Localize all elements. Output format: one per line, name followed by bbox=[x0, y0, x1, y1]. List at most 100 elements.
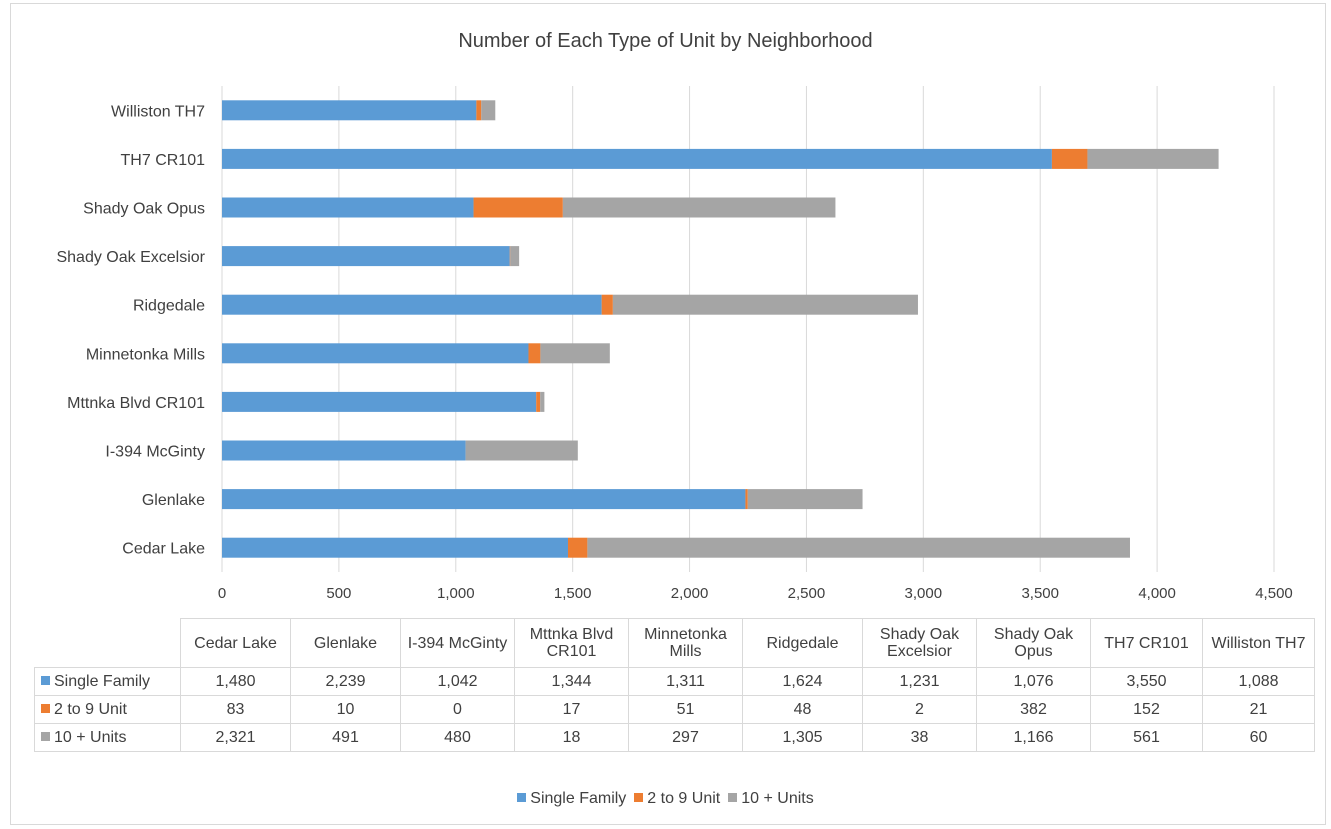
x-tick-label: 0 bbox=[218, 585, 226, 600]
table-cell: 2,239 bbox=[290, 667, 401, 696]
legend-swatch bbox=[517, 793, 527, 802]
category-label: Glenlake bbox=[142, 492, 205, 509]
bar bbox=[528, 343, 541, 364]
table-cell: 2,321 bbox=[180, 723, 291, 752]
legend-label: 10 + Units bbox=[741, 790, 814, 807]
category-label: I-394 McGinty bbox=[105, 444, 205, 461]
table-column-header: Shady Oak Opus bbox=[976, 618, 1091, 668]
legend-key bbox=[41, 732, 50, 741]
table-row: Single Family 1,480 2,239 1,042 1,344 1,311 1,… bbox=[34, 667, 1315, 696]
x-tick-label: 3,500 bbox=[1021, 585, 1059, 600]
series-name-text: Single Family bbox=[54, 673, 151, 690]
table-cell: 1,311 bbox=[628, 667, 743, 696]
table-cell: 382 bbox=[976, 695, 1091, 724]
legend-key bbox=[41, 676, 50, 685]
table-cell: 1,166 bbox=[976, 723, 1091, 752]
table-column-header: Williston TH7 bbox=[1202, 618, 1315, 668]
table-series-name: 10 + Units bbox=[34, 723, 181, 752]
bar bbox=[476, 100, 482, 121]
table-cell: 1,480 bbox=[180, 667, 291, 696]
bar bbox=[509, 246, 511, 267]
x-tick-label: 2,500 bbox=[788, 585, 826, 600]
table-series-name: Single Family bbox=[34, 667, 181, 696]
table-cell: 480 bbox=[400, 723, 515, 752]
bar bbox=[222, 343, 529, 364]
table-column-header: TH7 CR101 bbox=[1090, 618, 1203, 668]
bar bbox=[1051, 148, 1088, 169]
bar bbox=[540, 343, 610, 364]
table-cell: 1,076 bbox=[976, 667, 1091, 696]
table-cell: 1,624 bbox=[742, 667, 863, 696]
table-cell: 1,231 bbox=[862, 667, 977, 696]
table-cell: 18 bbox=[514, 723, 629, 752]
table-cell: 1,088 bbox=[1202, 667, 1315, 696]
bar bbox=[222, 246, 510, 267]
bar bbox=[222, 294, 602, 315]
table-row: 10 + Units 2,321 491 480 18 297 1,305 38 1,166 56… bbox=[34, 723, 1315, 752]
bar bbox=[465, 440, 578, 461]
bar bbox=[747, 489, 863, 510]
table-cell: 60 bbox=[1202, 723, 1315, 752]
table-cell: 10 bbox=[290, 695, 401, 724]
table-corner bbox=[34, 618, 181, 668]
x-tick-label: 500 bbox=[326, 585, 351, 600]
table-header-row: Cedar Lake Glenlake I-394 McGinty Mttnka Bl… bbox=[34, 618, 1315, 668]
table-cell: 51 bbox=[628, 695, 743, 724]
category-label: Shady Oak Opus bbox=[83, 201, 205, 218]
x-tick-label: 2,000 bbox=[671, 585, 709, 600]
bar bbox=[567, 537, 588, 558]
bar bbox=[222, 100, 477, 121]
table-cell: 152 bbox=[1090, 695, 1203, 724]
x-tick-label: 4,000 bbox=[1138, 585, 1176, 600]
x-tick-label: 4,500 bbox=[1255, 585, 1293, 600]
table-series-name: 2 to 9 Unit bbox=[34, 695, 181, 724]
legend-swatch bbox=[728, 793, 738, 802]
category-label: Shady Oak Excelsior bbox=[56, 249, 205, 266]
bar bbox=[222, 197, 474, 218]
bar bbox=[536, 391, 541, 412]
bar bbox=[745, 489, 748, 510]
bar bbox=[473, 197, 563, 218]
table-cell: 38 bbox=[862, 723, 977, 752]
table-column-header: Glenlake bbox=[290, 618, 401, 668]
bar bbox=[222, 440, 466, 461]
table-column-header: Mttnka Blvd CR101 bbox=[514, 618, 629, 668]
chart-title: Number of Each Type of Unit by Neighborh… bbox=[458, 30, 873, 52]
table-row: 2 to 9 Unit 83 10 0 17 51 48 2 382 152 21 bbox=[34, 695, 1315, 724]
category-label: Cedar Lake bbox=[122, 541, 205, 558]
table-cell: 1,305 bbox=[742, 723, 863, 752]
bar bbox=[587, 537, 1130, 558]
table-cell: 491 bbox=[290, 723, 401, 752]
x-tick-label: 1,500 bbox=[554, 585, 592, 600]
category-label: Williston TH7 bbox=[111, 103, 205, 120]
table-column-header: Minnetonka Mills bbox=[628, 618, 743, 668]
bar bbox=[481, 100, 496, 121]
table-cell: 21 bbox=[1202, 695, 1315, 724]
table-cell: 83 bbox=[180, 695, 291, 724]
series-name-text: 10 + Units bbox=[54, 729, 127, 746]
bar bbox=[601, 294, 613, 315]
legend-item: 10 + Units bbox=[728, 790, 814, 808]
x-tick-label: 3,000 bbox=[905, 585, 943, 600]
x-tick-label: 1,000 bbox=[437, 585, 475, 600]
table-cell: 2 bbox=[862, 695, 977, 724]
series-name-text: 2 to 9 Unit bbox=[54, 701, 127, 718]
bar bbox=[222, 148, 1052, 169]
bar bbox=[222, 391, 537, 412]
legend-swatch bbox=[634, 793, 644, 802]
category-label: Ridgedale bbox=[133, 298, 205, 315]
table-column-header: Shady Oak Excelsior bbox=[862, 618, 977, 668]
bar bbox=[510, 246, 520, 267]
table-cell: 48 bbox=[742, 695, 863, 724]
legend-label: Single Family bbox=[530, 790, 627, 807]
table-cell: 297 bbox=[628, 723, 743, 752]
table-column-header: I-394 McGinty bbox=[400, 618, 515, 668]
data-table: Cedar Lake Glenlake I-394 McGinty Mttnka Bl… bbox=[34, 618, 1315, 752]
table-column-header: Ridgedale bbox=[742, 618, 863, 668]
plot-area: 0 500 1,000 1,500 2,000 2,500 3,000 3,500 4,000 4… bbox=[56, 86, 1293, 600]
legend: Single Family 2 to 9 Unit 10 + Units bbox=[0, 790, 1331, 808]
table-cell: 1,042 bbox=[400, 667, 515, 696]
table-cell: 561 bbox=[1090, 723, 1203, 752]
table-cell: 3,550 bbox=[1090, 667, 1203, 696]
table-cell: 17 bbox=[514, 695, 629, 724]
